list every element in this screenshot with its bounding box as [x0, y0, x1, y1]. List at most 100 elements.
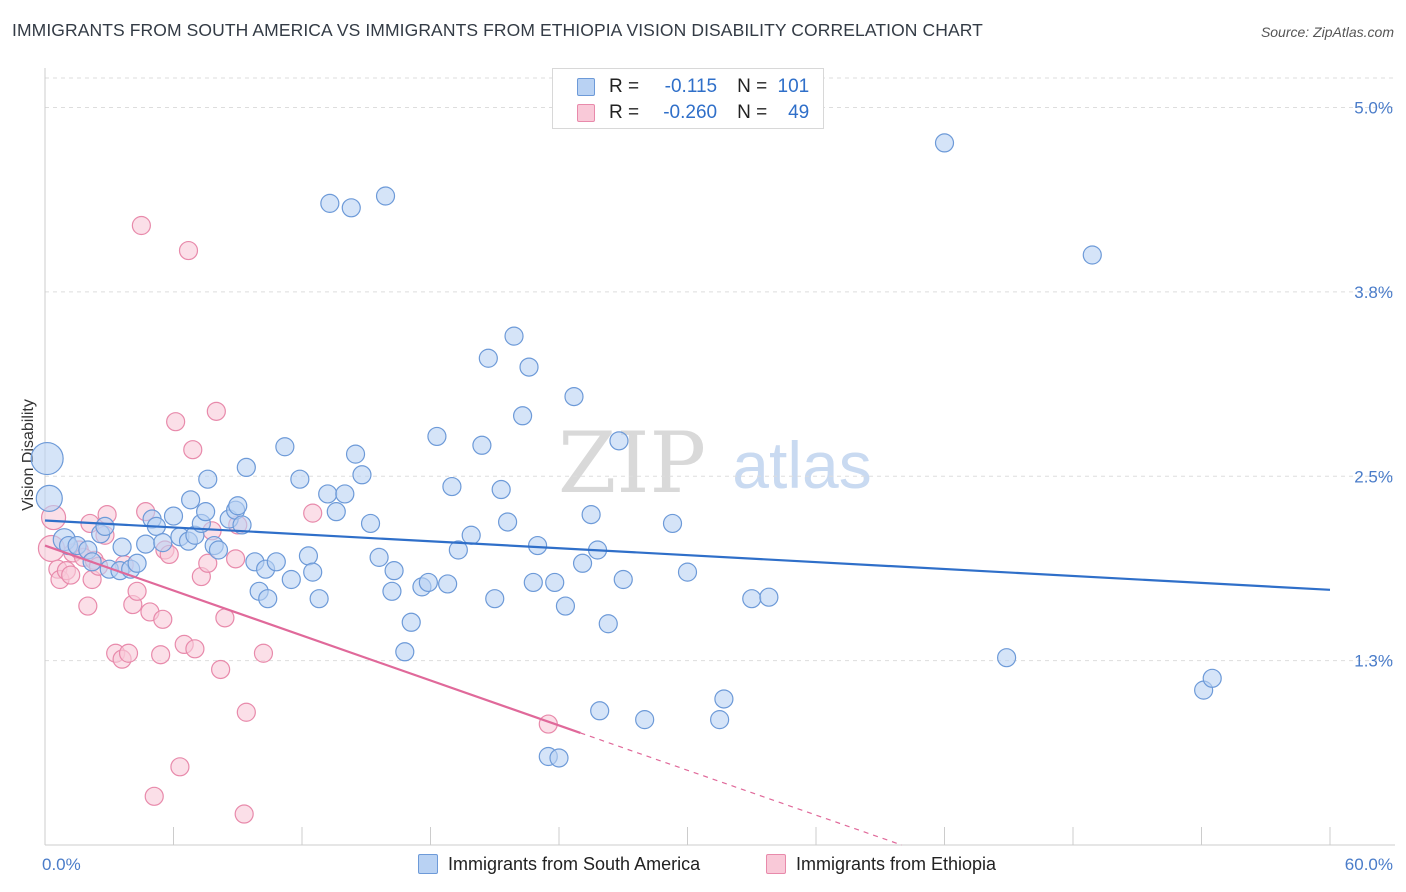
- legend-row-ethiopia: R = -0.260 N = 49: [577, 102, 809, 124]
- legend-swatch-blue: [577, 78, 595, 96]
- south-america-point: [341, 198, 361, 218]
- south-america-point: [442, 476, 462, 497]
- south-america-point: [564, 387, 584, 407]
- legend-n-label: N =: [737, 102, 768, 123]
- south-america-point: [303, 562, 323, 582]
- ethiopia-point: [127, 581, 147, 601]
- watermark-zip: ZIP: [558, 414, 706, 512]
- ethiopia-point: [185, 639, 205, 659]
- south-america-point: [112, 537, 132, 557]
- south-america-point: [352, 465, 372, 485]
- south-america-point: [512, 406, 533, 426]
- south-america-point: [581, 504, 601, 525]
- y-tick-label: 3.8%: [1354, 283, 1393, 302]
- south-america-point: [1082, 245, 1102, 265]
- ethiopia-point: [236, 702, 256, 722]
- ethiopia-point: [211, 659, 231, 680]
- south-america-point: [448, 540, 468, 560]
- y-tick-label: 2.5%: [1354, 467, 1393, 486]
- south-america-point: [519, 357, 539, 377]
- south-america-point: [181, 490, 201, 510]
- south-america-point: [635, 710, 655, 730]
- south-america-point: [677, 562, 698, 582]
- bottom-legend-label: Immigrants from South America: [448, 853, 701, 874]
- ethiopia-point: [183, 440, 203, 460]
- bottom-legend-label: Immigrants from Ethiopia: [796, 853, 997, 874]
- south-america-point: [613, 569, 633, 590]
- south-america-point: [153, 533, 173, 553]
- legend-r-value: -0.115: [664, 76, 718, 97]
- south-america-point: [309, 589, 329, 609]
- bottom-legend-south-america[interactable]: Immigrants from South America: [418, 852, 700, 876]
- south-america-point: [266, 552, 286, 572]
- south-america-point: [527, 535, 548, 556]
- south-america-point: [590, 701, 610, 721]
- ethiopia-point: [234, 804, 254, 824]
- south-america-point: [298, 546, 319, 566]
- legend-r-value: -0.260: [663, 102, 718, 123]
- ethiopia-trend-extension: [580, 732, 902, 846]
- ethiopia-point: [153, 609, 173, 629]
- south-america-point: [382, 581, 402, 601]
- south-america-point: [997, 648, 1017, 668]
- south-america-point: [375, 186, 396, 206]
- south-america-point: [384, 561, 404, 581]
- ethiopia-point: [131, 215, 151, 236]
- legend-row-south-america: R = -0.115 N = 101: [577, 76, 809, 98]
- south-america-point: [35, 484, 63, 512]
- x-tick-label-min: 0.0%: [42, 855, 81, 874]
- south-america-point: [555, 596, 576, 616]
- south-america-point: [258, 589, 278, 609]
- south-america-point: [163, 506, 184, 526]
- ethiopia-point: [78, 596, 98, 616]
- south-america-point: [710, 710, 730, 730]
- south-america-point: [401, 612, 421, 632]
- south-america-point: [438, 574, 458, 594]
- south-america-point: [491, 479, 511, 500]
- south-america-point: [360, 513, 381, 534]
- south-america-point: [485, 589, 505, 609]
- south-america-trend-line: [44, 519, 1331, 591]
- south-america-point: [572, 553, 593, 573]
- south-america-point: [136, 534, 156, 554]
- south-america-point: [523, 572, 543, 593]
- south-america-point: [1202, 668, 1222, 688]
- ethiopia-point: [226, 549, 246, 569]
- south-america-point: [318, 484, 338, 504]
- south-america-point: [662, 513, 683, 534]
- south-america-point: [290, 469, 310, 489]
- ethiopia-point: [206, 401, 226, 421]
- south-america-point: [95, 516, 115, 537]
- south-america-point: [335, 484, 355, 504]
- south-america-point: [208, 540, 229, 560]
- legend-n-value: 101: [777, 76, 810, 97]
- legend-n-value: 49: [788, 102, 810, 123]
- x-tick-label-max: 60.0%: [1345, 855, 1393, 874]
- south-america-point: [498, 512, 518, 532]
- south-america-point: [598, 614, 618, 634]
- ethiopia-point: [144, 786, 164, 806]
- south-america-point: [281, 569, 301, 590]
- south-america-point: [472, 435, 492, 455]
- y-tick-label: 5.0%: [1354, 99, 1393, 118]
- south-america-point: [127, 553, 147, 573]
- south-america-point: [609, 431, 629, 451]
- south-america-point: [742, 589, 762, 609]
- south-america-point: [228, 496, 248, 516]
- bottom-legend-ethiopia[interactable]: Immigrants from Ethiopia: [766, 852, 996, 876]
- ethiopia-point: [253, 643, 274, 663]
- ethiopia-point: [170, 757, 190, 777]
- watermark-atlas: atlas: [732, 428, 871, 502]
- bottom-legend-swatch-blue: [418, 854, 438, 874]
- south-america-point: [427, 426, 447, 447]
- south-america-point: [369, 547, 389, 567]
- south-america-point: [418, 572, 438, 593]
- south-america-point: [196, 502, 216, 522]
- ethiopia-trend-line: [44, 544, 581, 734]
- south-america-point: [549, 748, 569, 768]
- ethiopia-point: [166, 412, 186, 432]
- south-america-point: [759, 587, 779, 607]
- source-credit: Source: ZipAtlas.com: [1260, 24, 1394, 40]
- south-america-point: [395, 642, 415, 662]
- south-america-point: [504, 326, 524, 346]
